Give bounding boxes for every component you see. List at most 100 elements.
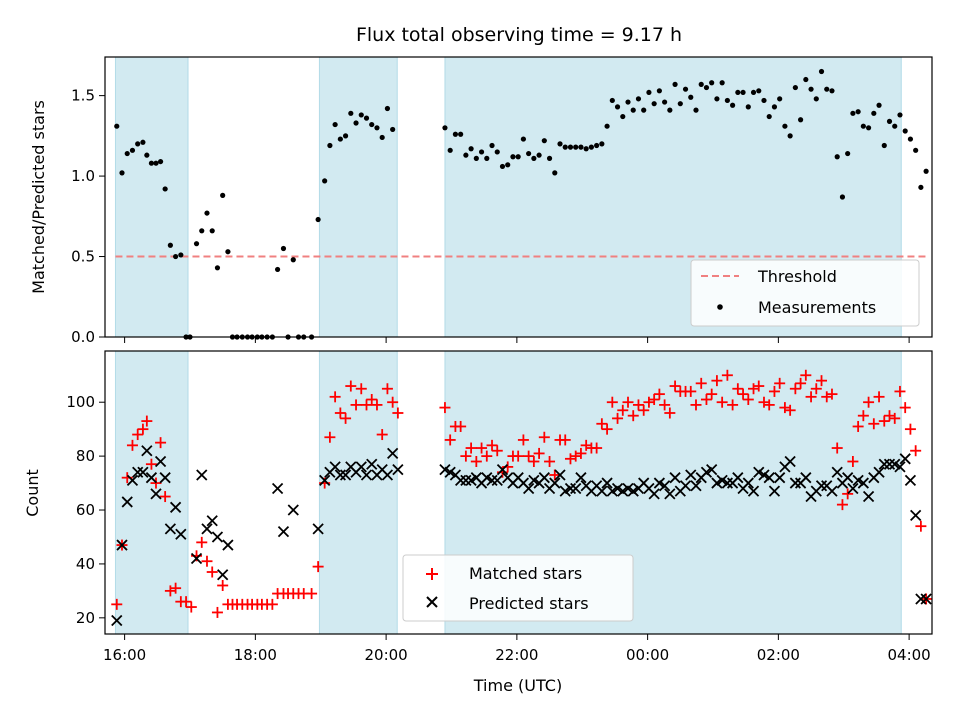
predicted-stars-point — [121, 496, 133, 508]
predicted-stars-point — [789, 477, 802, 489]
predicted-stars-point — [312, 523, 324, 535]
measurement-point — [315, 216, 321, 223]
count-y-tick-label: 80 — [76, 447, 95, 465]
measurement-point — [709, 80, 715, 86]
measurement-point — [677, 101, 683, 107]
measurement-point — [724, 97, 730, 104]
count-legend: Matched stars Predicted stars — [402, 554, 634, 622]
predicted-stars-point — [575, 472, 587, 484]
ratio-legend: Threshold Measurements — [690, 259, 920, 327]
count-x-axis-label: Time (UTC) — [473, 676, 562, 695]
matched-stars-point — [145, 458, 157, 470]
matched-stars-point — [763, 399, 775, 411]
predicted-stars-point — [486, 474, 498, 487]
matched-stars-point — [170, 582, 182, 594]
measurement-point — [484, 155, 490, 161]
predicted-stars-point — [732, 472, 744, 484]
matched-stars-point — [601, 423, 613, 435]
matched-stars-point — [889, 412, 901, 424]
matched-stars-point — [180, 596, 192, 608]
measurement-point — [797, 117, 804, 123]
measurement-point — [546, 155, 553, 161]
measurement-point — [651, 101, 657, 107]
matched-stars-point — [873, 391, 885, 403]
matched-stars-point — [334, 407, 346, 419]
matched-stars-point — [361, 399, 373, 411]
count-x-tick-label: 16:00 — [103, 646, 146, 664]
matched-stars-point — [847, 456, 859, 468]
matched-stars-point — [868, 418, 880, 430]
measurement-point — [114, 123, 120, 129]
matched-stars-point — [387, 396, 399, 408]
measurement-point — [599, 141, 605, 147]
measurement-point — [662, 99, 668, 105]
measurement-point — [735, 89, 741, 96]
predicted-stars-point — [145, 472, 158, 484]
measurement-point — [756, 88, 762, 94]
matched-stars-point — [376, 429, 388, 441]
matched-stars-point — [132, 429, 144, 441]
measurement-point — [363, 115, 370, 121]
matched-stars-point — [653, 388, 665, 400]
measurement-point — [473, 155, 479, 161]
matched-stars-point — [622, 396, 634, 408]
matched-stars-point — [340, 412, 352, 424]
measurement-point — [824, 86, 830, 92]
measurement-point — [646, 89, 652, 96]
matched-stars-point — [706, 388, 718, 400]
matched-stars-point — [528, 456, 540, 468]
matched-stars-point — [596, 418, 608, 430]
predicted-stars-point — [800, 472, 812, 484]
matched-stars-point — [355, 383, 367, 395]
measurement-point — [902, 128, 908, 134]
measurement-point — [119, 170, 125, 176]
matched-stars-point — [211, 606, 223, 618]
legend-measurements-swatch — [717, 304, 723, 310]
matched-stars-point — [481, 450, 493, 462]
measurement-point — [463, 152, 469, 158]
measurement-point — [541, 138, 547, 144]
measurement-point — [698, 81, 704, 87]
measurement-point — [178, 252, 184, 258]
matched-stars-point — [439, 402, 451, 414]
measurement-point — [672, 81, 678, 87]
matched-stars-point — [779, 402, 791, 414]
measurement-point — [703, 84, 710, 91]
measurement-point — [353, 120, 359, 126]
measurement-point — [714, 96, 720, 102]
count-observing-window-2 — [318, 350, 398, 635]
measurement-point — [766, 113, 772, 120]
measurement-point — [803, 76, 809, 83]
measurement-point — [630, 107, 636, 113]
predicted-stars-point — [132, 466, 144, 478]
series-measurements — [114, 68, 929, 340]
matched-stars-point — [570, 450, 582, 462]
ratio-y-tick-label: 0.5 — [71, 248, 95, 266]
predicted-stars-point — [137, 466, 149, 478]
measurement-point — [374, 125, 380, 131]
matched-stars-point — [821, 391, 833, 403]
measurement-point — [510, 154, 516, 160]
count-x-tick-label: 18:00 — [234, 646, 277, 664]
count-x-tick-label: 20:00 — [364, 646, 407, 664]
predicted-stars-point — [826, 485, 838, 497]
matched-stars-point — [126, 439, 138, 451]
matched-stars-point — [638, 404, 650, 416]
measurement-point — [452, 131, 459, 137]
measurement-point — [322, 178, 328, 184]
predicted-stars-point — [747, 485, 760, 497]
matched-stars-point — [345, 380, 357, 392]
matched-stars-point — [632, 399, 644, 411]
count-y-tick-label: 60 — [76, 501, 95, 519]
matched-stars-point — [669, 380, 681, 392]
predicted-stars-point — [658, 480, 671, 492]
measurement-point — [871, 110, 877, 116]
predicted-stars-point — [564, 482, 577, 495]
predicted-stars-point — [596, 485, 608, 497]
predicted-stars-point — [831, 466, 843, 478]
predicted-stars-point — [768, 485, 781, 497]
matched-stars-point — [863, 396, 875, 408]
ratio-observing-window-2 — [318, 56, 398, 338]
measurement-point — [777, 96, 783, 102]
measurement-point — [124, 150, 130, 157]
